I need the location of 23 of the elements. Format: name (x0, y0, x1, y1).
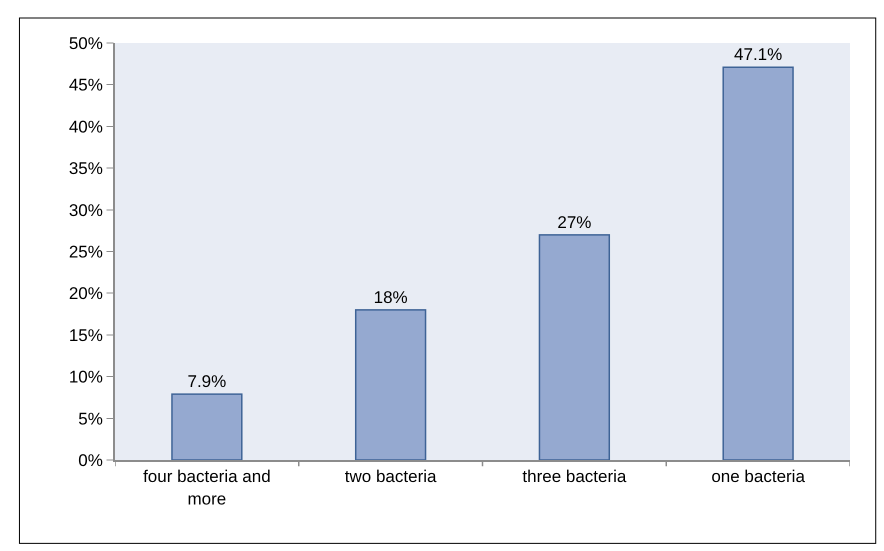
bar (722, 66, 794, 460)
y-tick-label: 0% (78, 450, 103, 470)
y-tick-label: 30% (68, 200, 103, 220)
data-label: 47.1% (734, 45, 782, 64)
data-label: 7.9% (188, 372, 226, 392)
y-tick-label: 10% (68, 368, 103, 387)
y-tick-label: 20% (68, 284, 103, 304)
x-tick-label: four bacteria and more (143, 467, 271, 508)
bar (538, 234, 610, 460)
y-tick-label: 45% (68, 76, 103, 95)
data-label: 27% (557, 212, 592, 232)
x-tick-label: one bacteria (711, 467, 806, 486)
x-tick-label: two bacteria (344, 467, 437, 486)
bar (171, 393, 243, 460)
y-tick-label: 40% (68, 117, 103, 136)
data-label: 18% (374, 288, 408, 307)
y-tick-label: 5% (78, 409, 103, 428)
bar (354, 309, 426, 460)
x-tick-label: three bacteria (522, 467, 627, 486)
y-tick-label: 35% (68, 159, 103, 178)
y-tick-label: 15% (68, 326, 103, 345)
y-tick-label: 25% (68, 242, 103, 262)
y-tick-label: 50% (68, 34, 103, 53)
